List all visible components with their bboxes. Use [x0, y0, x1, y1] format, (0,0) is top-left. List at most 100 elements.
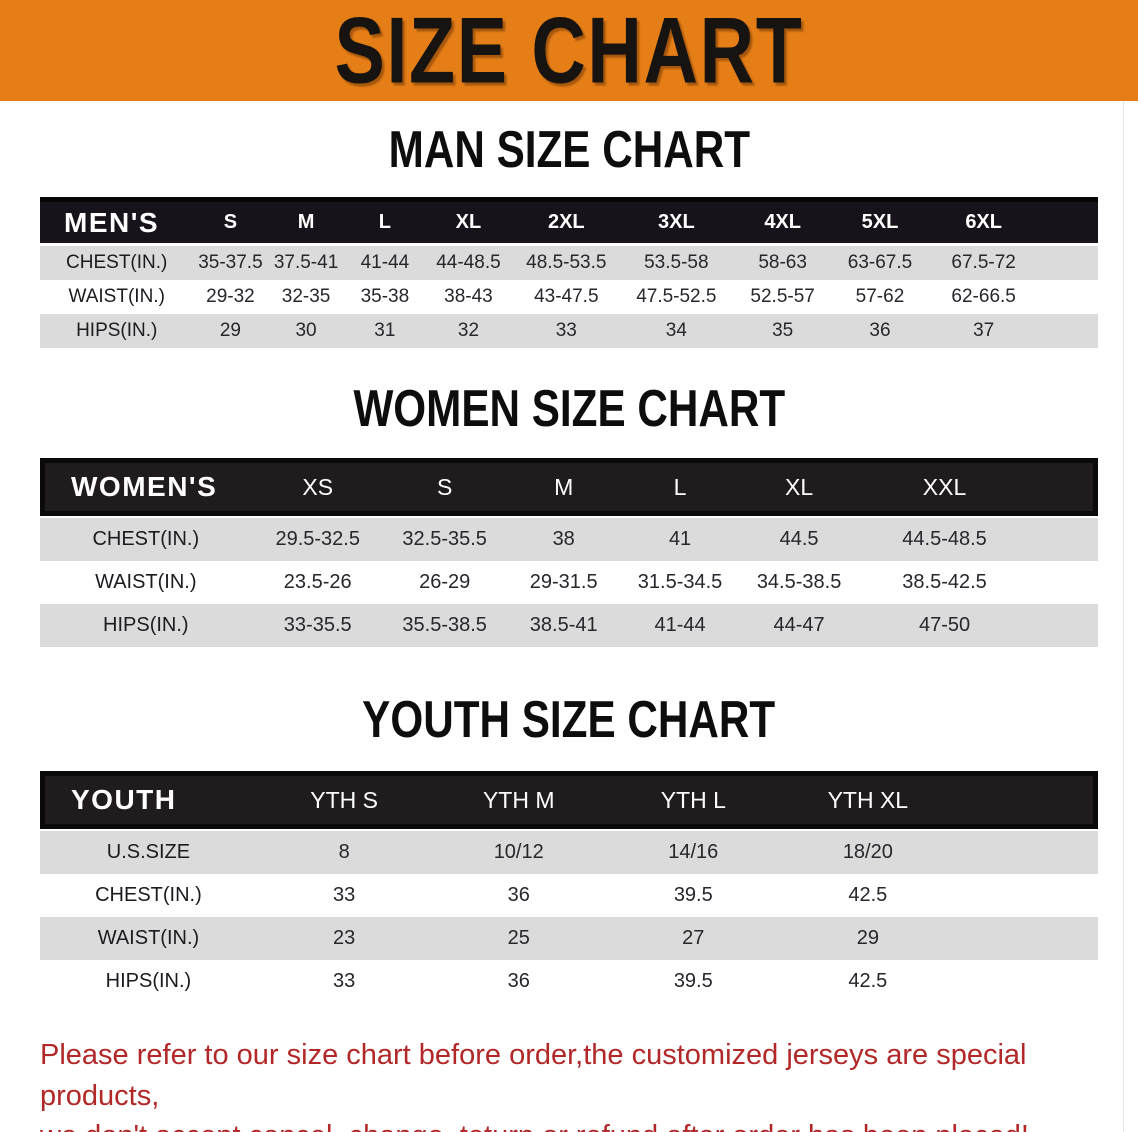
womens-size-table: WOMEN'S XS S M L XL XXL CHEST(IN.) 29.5-32.5 32.5…: [40, 458, 1098, 647]
size-value: 23.5-26: [283, 571, 352, 593]
table-row: WAIST(IN.) 23.5-26 26-29 29-31.5 31.5-34.5 34…: [40, 561, 1098, 604]
size-value: 34.5-38.5: [756, 571, 842, 593]
column-header: 3XL: [620, 197, 732, 246]
women-section-heading: WOMEN SIZE CHART: [0, 380, 1138, 439]
filler-cell: [1040, 314, 1098, 348]
youth-table-wrap: YOUTH YTH S YTH M YTH L YTH XL U.S.SIZE 8 10/12…: [40, 771, 1098, 1003]
size-value: 32: [425, 314, 512, 348]
size-value: 47-50: [859, 604, 1030, 647]
filler-cell: [955, 917, 1098, 960]
footnote: Please refer to our size chart before or…: [40, 1035, 1098, 1132]
size-value: 44.5: [738, 516, 860, 561]
row-label: CHEST(IN.): [40, 516, 252, 561]
row-label: HIPS(IN.): [40, 604, 252, 647]
table-row: U.S.SIZE 8 10/12 14/16 18/20: [40, 829, 1098, 874]
size-value: 33-35.5: [251, 604, 384, 647]
table-row: CHEST(IN.) 33 36 39.5 42.5: [40, 874, 1098, 917]
filler-cell: [1029, 561, 1098, 604]
column-header: M: [267, 197, 345, 246]
size-value: 31: [344, 314, 426, 348]
size-value: 42.5: [848, 970, 888, 992]
size-value: 33: [511, 314, 621, 348]
table-row: HIPS(IN.) 29 30 31 32 33 34 35 36 37: [40, 314, 1098, 348]
column-header: L: [621, 458, 739, 516]
column-header: YTH S: [256, 771, 432, 829]
row-label: WAIST(IN.): [68, 286, 165, 307]
size-value: 44.5-48.5: [859, 516, 1030, 561]
size-value: 39.5: [673, 970, 713, 992]
women-section-heading-text: WOMEN SIZE CHART: [353, 380, 785, 439]
size-value: 33: [333, 884, 356, 906]
size-value: 35-37.5: [193, 246, 268, 280]
footnote-line-1: Please refer to our size chart before or…: [40, 1039, 1027, 1112]
size-value: 35.5-38.5: [383, 604, 506, 647]
column-header: 5XL: [833, 197, 927, 246]
size-value: 44-48.5: [425, 246, 512, 280]
men-section-heading: MAN SIZE CHART: [0, 125, 1138, 177]
column-header: L: [344, 197, 426, 246]
column-header: S: [193, 197, 268, 246]
table-row: HIPS(IN.) 33 36 39.5 42.5: [40, 960, 1098, 1003]
column-header: XXL: [859, 458, 1030, 516]
size-value: 27: [606, 917, 781, 960]
size-value: 44-47: [738, 604, 860, 647]
size-value: 29-32: [206, 286, 255, 307]
women-section: WOMEN SIZE CHART WOMEN'S XS S M L XL XXL CHEST(…: [0, 380, 1138, 647]
size-value: 23: [256, 917, 432, 960]
row-label: CHEST(IN.): [95, 884, 202, 906]
size-value: 38.5-41: [505, 604, 622, 647]
table-title: YOUTH: [40, 771, 257, 829]
size-value: 34: [620, 314, 732, 348]
column-header: XS: [251, 458, 384, 516]
column-header: 2XL: [511, 197, 621, 246]
banner: SIZE CHART: [0, 0, 1138, 101]
footnote-line-2: we don't accept cancel, change, teturn o…: [40, 1116, 1098, 1132]
size-value: 29.5-32.5: [251, 516, 384, 561]
filler-cell: [955, 960, 1098, 1003]
size-value: 41-44: [621, 604, 739, 647]
filler-cell: [1041, 280, 1098, 314]
size-value: 36: [507, 970, 530, 992]
table-row: CHEST(IN.) 29.5-32.5 32.5-35.5 38 41 44.5 44.5…: [40, 516, 1098, 561]
size-value: 67.5-72: [926, 246, 1041, 280]
youth-section: YOUTH SIZE CHART YOUTH YTH S YTH M YTH L YTH…: [0, 691, 1138, 1003]
row-label: WAIST(IN.): [95, 571, 197, 593]
men-section: MAN SIZE CHART MEN'S S M L XL 2XL 3XL 4XL 5XL 6XL…: [0, 125, 1138, 348]
size-value: 52.5-57: [750, 286, 815, 307]
size-value: 63-67.5: [833, 246, 927, 280]
size-value: 25: [431, 917, 606, 960]
banner-title: SIZE CHART: [334, 0, 804, 103]
filler-cell: [1029, 516, 1098, 561]
size-value: 32-35: [281, 286, 331, 307]
size-value: 33: [333, 970, 356, 992]
youth-section-heading-text: YOUTH SIZE CHART: [362, 691, 776, 750]
row-label: HIPS(IN.): [105, 970, 192, 992]
row-label: WAIST(IN.): [40, 917, 257, 960]
table-title: MEN'S: [40, 197, 194, 246]
size-value: 30: [267, 314, 345, 348]
row-label: CHEST(IN.): [40, 246, 194, 280]
size-value: 43-47.5: [534, 286, 599, 307]
column-header: YTH XL: [780, 771, 956, 829]
filler-cell: [955, 771, 1098, 829]
size-value: 62-66.5: [951, 286, 1016, 307]
mens-size-table: MEN'S S M L XL 2XL 3XL 4XL 5XL 6XL CHEST(IN.) 35-37…: [40, 197, 1098, 348]
size-value: 26-29: [419, 571, 471, 593]
size-value: 58-63: [731, 246, 834, 280]
header-row: WOMEN'S XS S M L XL XXL: [40, 458, 1098, 516]
size-value: 8: [256, 829, 432, 874]
size-value: 18/20: [780, 829, 956, 874]
table-row: CHEST(IN.) 35-37.5 37.5-41 41-44 44-48.5 48.5…: [40, 246, 1098, 280]
size-value: 36: [507, 884, 530, 906]
header-row: YOUTH YTH S YTH M YTH L YTH XL: [40, 771, 1098, 829]
size-value: 35: [731, 314, 834, 348]
size-value: 41-44: [344, 246, 426, 280]
column-header: XL: [738, 458, 860, 516]
womens-table-wrap: WOMEN'S XS S M L XL XXL CHEST(IN.) 29.5-32.5 32.5…: [40, 458, 1098, 647]
table-row: WAIST(IN.) 29-32 32-35 35-38 38-43 43-47.5 47.…: [40, 280, 1098, 314]
size-value: 37: [926, 314, 1041, 348]
filler-cell: [1040, 197, 1098, 246]
column-header: M: [505, 458, 622, 516]
filler-cell: [1029, 604, 1098, 647]
size-value: 35-38: [360, 286, 410, 307]
